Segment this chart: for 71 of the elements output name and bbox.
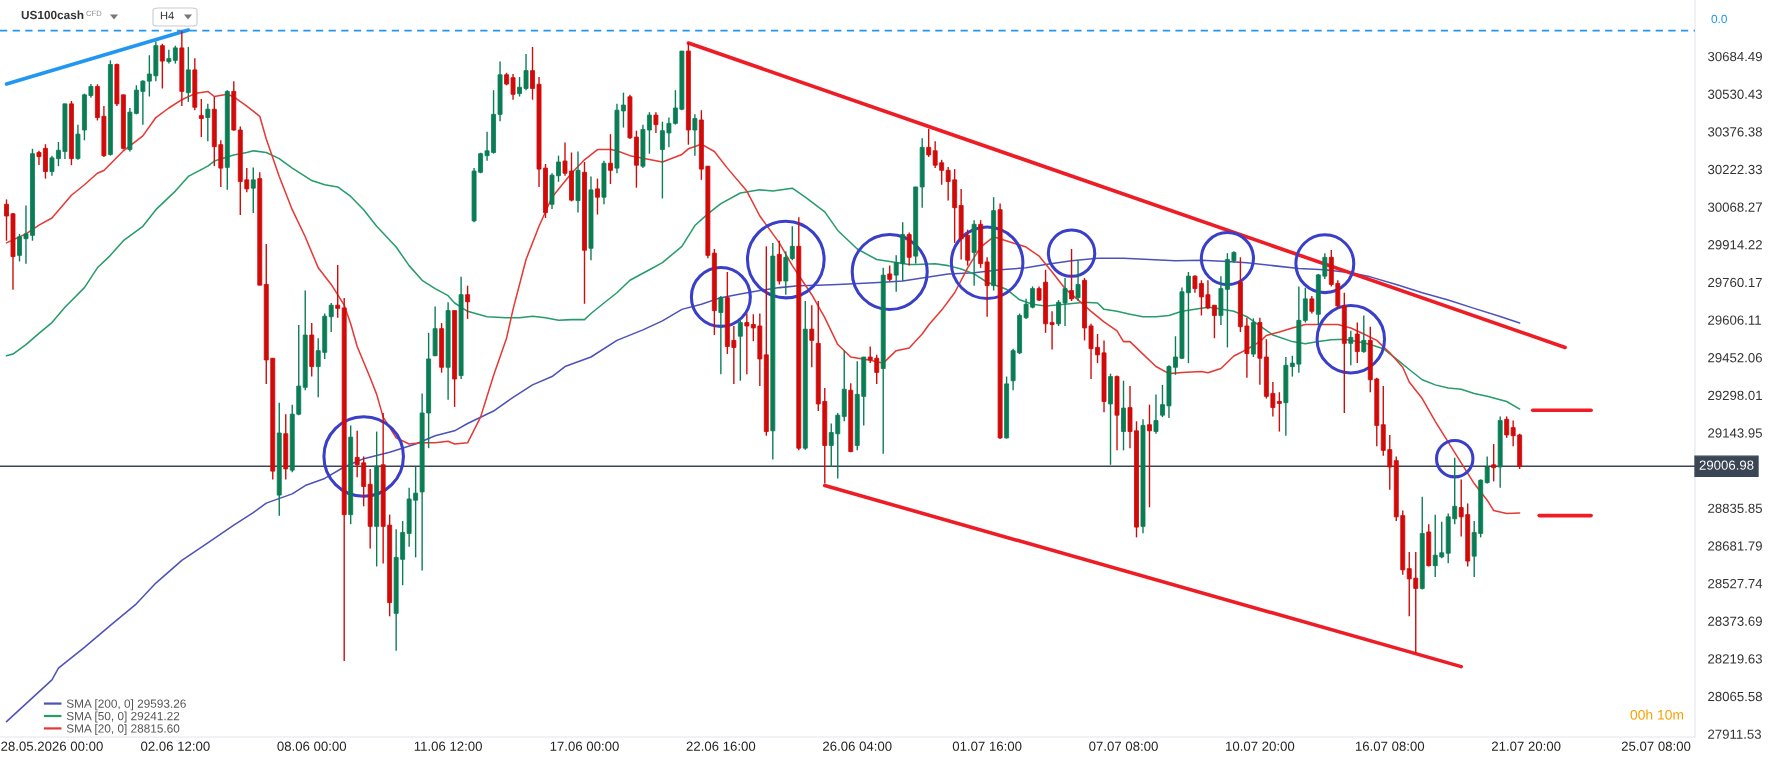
candlestick (595, 177, 600, 216)
candlestick (1121, 380, 1126, 452)
y-tick-label: 29298.01 (1708, 390, 1762, 401)
candlestick (250, 166, 256, 214)
x-tick-label: 10.07 20:00 (1226, 741, 1295, 751)
candlestick (1075, 259, 1081, 302)
candlestick (185, 46, 191, 103)
candlestick (1348, 330, 1354, 367)
legend-label: SMA [50, 0] 29241.22 (66, 711, 180, 723)
x-tick-label: 22.06 16:00 (686, 741, 756, 751)
legend-label: SMA [20, 0] 28815.60 (66, 724, 180, 735)
candlestick (1153, 393, 1159, 435)
x-tick-label: 11.06 12:00 (414, 741, 482, 751)
x-tick-label: 17.06 00:00 (550, 741, 619, 751)
y-tick-label: 30530.43 (1708, 89, 1762, 99)
candlestick (809, 304, 815, 368)
candlestick (1484, 455, 1490, 485)
candlestick (1354, 321, 1360, 364)
candlestick (1491, 443, 1497, 483)
candlestick (1361, 314, 1367, 354)
candlestick (783, 250, 789, 296)
candlestick (718, 295, 724, 376)
candlestick (737, 318, 743, 382)
candlestick (205, 103, 211, 142)
candlestick (1147, 403, 1152, 508)
x-tick-label: 21.07 20:00 (1491, 741, 1561, 751)
y-tick-label: 29606.11 (1708, 315, 1761, 325)
x-tick-label: 08.06 00:00 (277, 741, 347, 751)
candlestick (926, 128, 932, 158)
y-tick-label: 27911.53 (1708, 729, 1761, 739)
y-tick-label: 28527.74 (1708, 578, 1763, 589)
candlestick (328, 302, 334, 333)
legend-label: SMA [200, 0] 29593.26 (66, 699, 186, 711)
text: US100cash (21, 10, 84, 20)
candlestick (465, 284, 471, 320)
x-tick-label: 26.06 04:00 (823, 741, 892, 751)
candlestick (906, 231, 912, 267)
candlestick (1069, 248, 1074, 302)
candlestick (335, 264, 341, 319)
y-tick-label: 29452.06 (1708, 353, 1762, 363)
y-tick-label: 30068.27 (1708, 202, 1762, 212)
text: 0.0 (1711, 14, 1727, 24)
x-tick-label: 16.07 08:00 (1355, 741, 1425, 751)
candlestick (789, 225, 795, 261)
y-tick-label: 30376.38 (1708, 127, 1762, 137)
y-tick-label: 30684.49 (1708, 51, 1762, 62)
candlestick (198, 98, 204, 138)
x-tick-label: 02.06 12:00 (141, 741, 210, 751)
x-tick-label: 01.07 16:00 (952, 741, 1022, 751)
y-tick-label: 29760.17 (1708, 277, 1762, 288)
y-tick-label: 29143.95 (1708, 428, 1762, 438)
x-tick-label: 07.07 08:00 (1089, 741, 1158, 751)
y-tick-label: 30222.33 (1708, 164, 1762, 175)
x-tick-label: 25.07 08:00 (1621, 741, 1691, 751)
y-tick-label: 28681.79 (1708, 541, 1762, 551)
line-series (5, 150, 1521, 410)
candlestick (692, 113, 698, 157)
y-tick-label: 28373.69 (1708, 616, 1762, 626)
candlestick (608, 133, 613, 185)
annotation: H4 (160, 11, 174, 20)
x-tick-label: 28.05.2026 00:00 (1, 741, 103, 751)
y-tick-label: 29914.22 (1708, 240, 1762, 250)
ref-line-label: 29006.98 (1699, 460, 1754, 470)
y-tick-label: 28219.63 (1708, 654, 1762, 664)
candlestick (159, 43, 165, 90)
annotation: 00h 10m (1630, 709, 1684, 720)
y-tick-label: 28065.58 (1708, 691, 1762, 702)
line-series (5, 257, 1521, 723)
line-series (5, 90, 1521, 515)
y-tick-label: 28835.85 (1708, 503, 1762, 513)
candlestick (653, 111, 659, 134)
